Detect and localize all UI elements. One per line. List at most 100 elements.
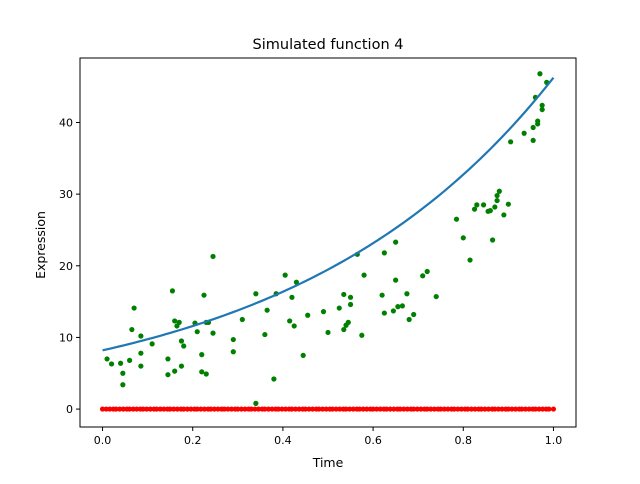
red-data-point [337,406,343,412]
green-data-point [104,356,110,362]
red-data-point [144,406,150,412]
red-data-point [550,406,557,412]
green-data-point [539,102,545,108]
green-data-point [165,372,171,378]
green-data-point [359,332,365,338]
red-data-point [306,406,312,412]
red-data-point [265,406,272,412]
red-data-point [485,406,492,412]
y-tick-label: 40 [59,116,73,129]
green-data-point [138,363,144,369]
red-data-point [319,406,326,412]
green-data-point [131,305,137,311]
red-data-point [512,406,519,412]
red-data-point [387,406,393,412]
green-data-point [210,330,216,336]
green-data-point [176,319,182,325]
green-data-point [289,294,295,300]
red-data-point [364,406,370,412]
x-tick-label: 1.0 [545,434,563,447]
green-data-point [239,316,245,323]
red-data-point [414,406,420,412]
green-data-point [149,341,155,347]
red-data-point [391,406,397,412]
green-data-point [300,352,306,358]
green-data-point [282,272,288,278]
red-data-point [225,406,231,412]
red-data-point [374,406,380,412]
green-data-point [262,331,268,338]
red-data-point [441,406,447,412]
green-data-point [381,310,387,316]
green-data-point [291,323,297,329]
green-data-point [501,212,507,218]
y-tick-label: 0 [66,403,73,416]
green-data-point [120,382,126,388]
red-data-point [540,406,546,412]
red-data-point [201,406,208,412]
green-data-point [345,319,351,325]
red-data-point [248,406,254,412]
red-data-point [171,406,177,412]
red-data-point [377,406,383,412]
red-data-point [316,406,322,412]
green-data-point [336,305,342,311]
red-data-point [411,406,417,412]
red-data-point [279,406,285,412]
green-data-point [201,292,207,298]
red-data-point [117,406,123,412]
green-data-point [393,239,399,245]
green-data-point [230,336,236,343]
red-data-point [235,406,241,412]
green-data-point [117,360,124,366]
red-data-point [329,406,336,412]
green-data-point [404,291,410,297]
red-data-point [161,406,167,412]
green-data-point [379,292,385,298]
red-data-point [370,406,376,412]
green-data-point [108,361,115,367]
green-data-point [494,197,500,204]
red-data-point [211,406,217,412]
red-data-point [519,406,525,412]
green-data-point [480,202,487,208]
red-data-point [262,406,268,412]
red-data-point [397,406,403,412]
red-data-point [458,406,465,412]
red-data-point [343,406,349,412]
red-data-point [350,406,356,412]
green-data-point [199,369,205,375]
green-data-point [530,137,536,143]
red-data-point [472,406,478,412]
red-data-point [495,406,502,412]
green-data-point [492,204,498,210]
green-data-point [325,329,331,336]
red-data-point [438,406,444,412]
red-data-point [103,406,109,412]
green-data-point [181,343,187,349]
green-data-point [535,121,541,127]
green-data-point [530,124,536,131]
red-data-point [198,406,204,412]
red-data-point [157,406,163,412]
green-data-point [433,293,439,300]
green-data-point [287,318,293,324]
red-data-point [418,406,424,412]
green-data-point [494,192,500,199]
red-data-point [120,406,126,412]
y-tick-label: 30 [59,188,73,201]
red-data-point [252,406,258,412]
green-data-point [293,279,300,285]
green-data-point [390,308,396,314]
green-data-point [129,326,135,333]
red-data-point [451,406,457,412]
red-data-point [194,406,200,412]
red-data-point [184,406,190,412]
red-data-point [333,406,339,412]
green-data-point [496,188,502,194]
green-data-point [411,311,417,318]
y-axis-label: Expression [33,211,48,279]
green-data-point [271,376,277,382]
red-data-point [505,406,511,412]
